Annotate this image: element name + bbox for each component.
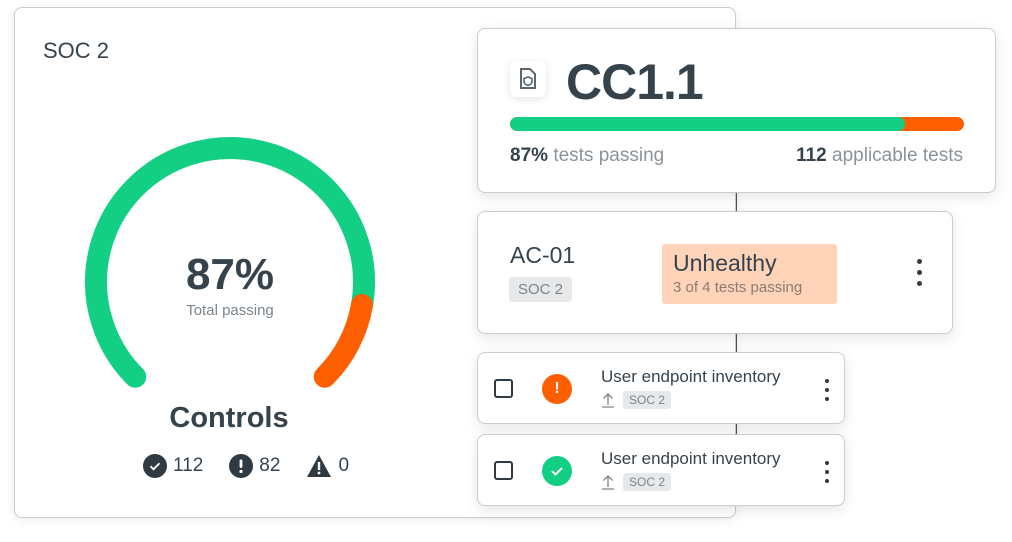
passing-gauge (85, 137, 375, 388)
framework-tag: SOC 2 (509, 277, 573, 302)
more-options-icon[interactable] (822, 379, 832, 401)
exclamation-circle-icon (229, 454, 254, 478)
subcontrol-card[interactable]: AC-01 SOC 2 Unhealthy 3 of 4 tests passi… (477, 211, 953, 334)
more-options-icon[interactable] (822, 461, 832, 483)
framework-tag: SOC 2 (623, 473, 672, 491)
more-options-icon[interactable] (914, 259, 924, 286)
gauge-caption: Total passing (186, 302, 274, 319)
tests-progress-bar (510, 117, 964, 131)
control-title: CC1.1 (566, 54, 704, 110)
test-title: User endpoint inventory (601, 367, 781, 386)
control-card[interactable]: CC1.1 87% tests passing 112 applicable t… (477, 28, 996, 193)
test-row[interactable]: User endpoint inventory SOC 2 (477, 434, 845, 506)
passing-count: 112 (143, 454, 203, 478)
test-title: User endpoint inventory (601, 449, 781, 468)
applicable-tests-stat: 112 applicable tests (796, 145, 963, 166)
connector-line (736, 190, 737, 490)
row-checkbox[interactable] (494, 379, 513, 398)
upload-arrow-icon (602, 475, 614, 490)
failing-count: 82 (229, 454, 280, 478)
controls-heading: Controls (169, 402, 289, 434)
check-circle-icon (143, 454, 167, 478)
check-circle-icon (542, 456, 572, 486)
test-row[interactable]: ! User endpoint inventory SOC 2 (477, 352, 845, 424)
warning-count: 0 (306, 454, 349, 478)
document-shield-icon (510, 61, 546, 97)
row-checkbox[interactable] (494, 461, 513, 480)
exclamation-circle-icon: ! (542, 374, 572, 404)
gauge-percent: 87% (185, 250, 275, 299)
control-counts: 112 82 0 (143, 454, 375, 478)
tests-passing-stat: 87% tests passing (510, 145, 665, 166)
status-badge: Unhealthy 3 of 4 tests passing (662, 244, 837, 304)
subcontrol-title: AC-01 (510, 242, 576, 268)
framework-title: SOC 2 (43, 38, 110, 63)
upload-arrow-icon (602, 393, 614, 408)
gauge-pass-arc (85, 137, 375, 388)
gauge-fail-arc (313, 294, 374, 388)
warning-triangle-icon (307, 455, 332, 477)
tests-progress-fill (510, 117, 905, 131)
framework-tag: SOC 2 (623, 391, 672, 409)
